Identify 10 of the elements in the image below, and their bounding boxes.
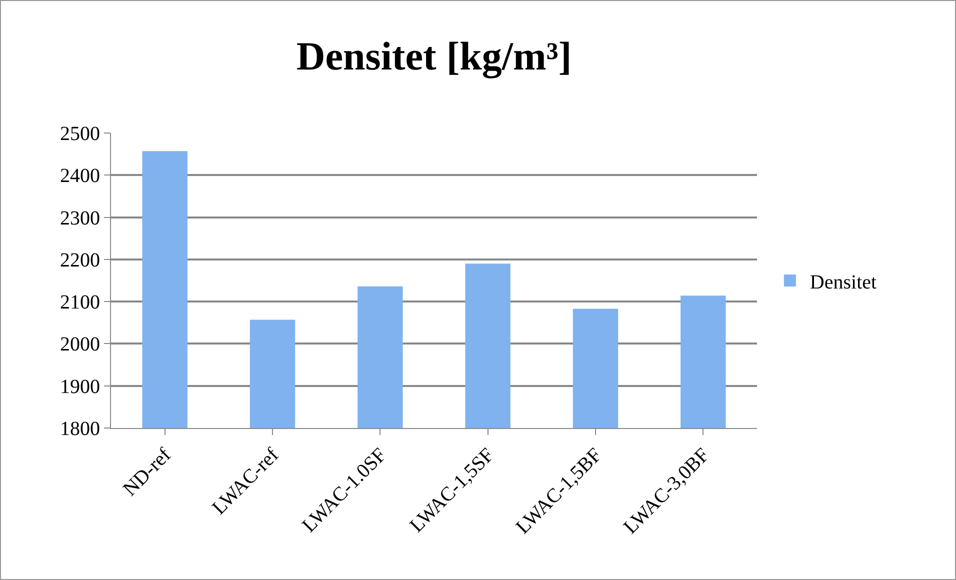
- y-tick-label: 1900: [60, 376, 100, 398]
- y-tick-label: 2400: [60, 165, 100, 188]
- y-tick-label: 1800: [60, 418, 100, 440]
- y-tick-label: 2200: [60, 249, 100, 272]
- y-tick-label: 2100: [60, 292, 100, 314]
- y-tick-label: 2300: [60, 207, 100, 230]
- y-tick-label: 2000: [60, 334, 100, 356]
- legend-label: Densitet: [810, 271, 878, 294]
- y-tick-label: 2500: [60, 123, 100, 145]
- chart-title: Densitet [kg/m³]: [296, 34, 572, 79]
